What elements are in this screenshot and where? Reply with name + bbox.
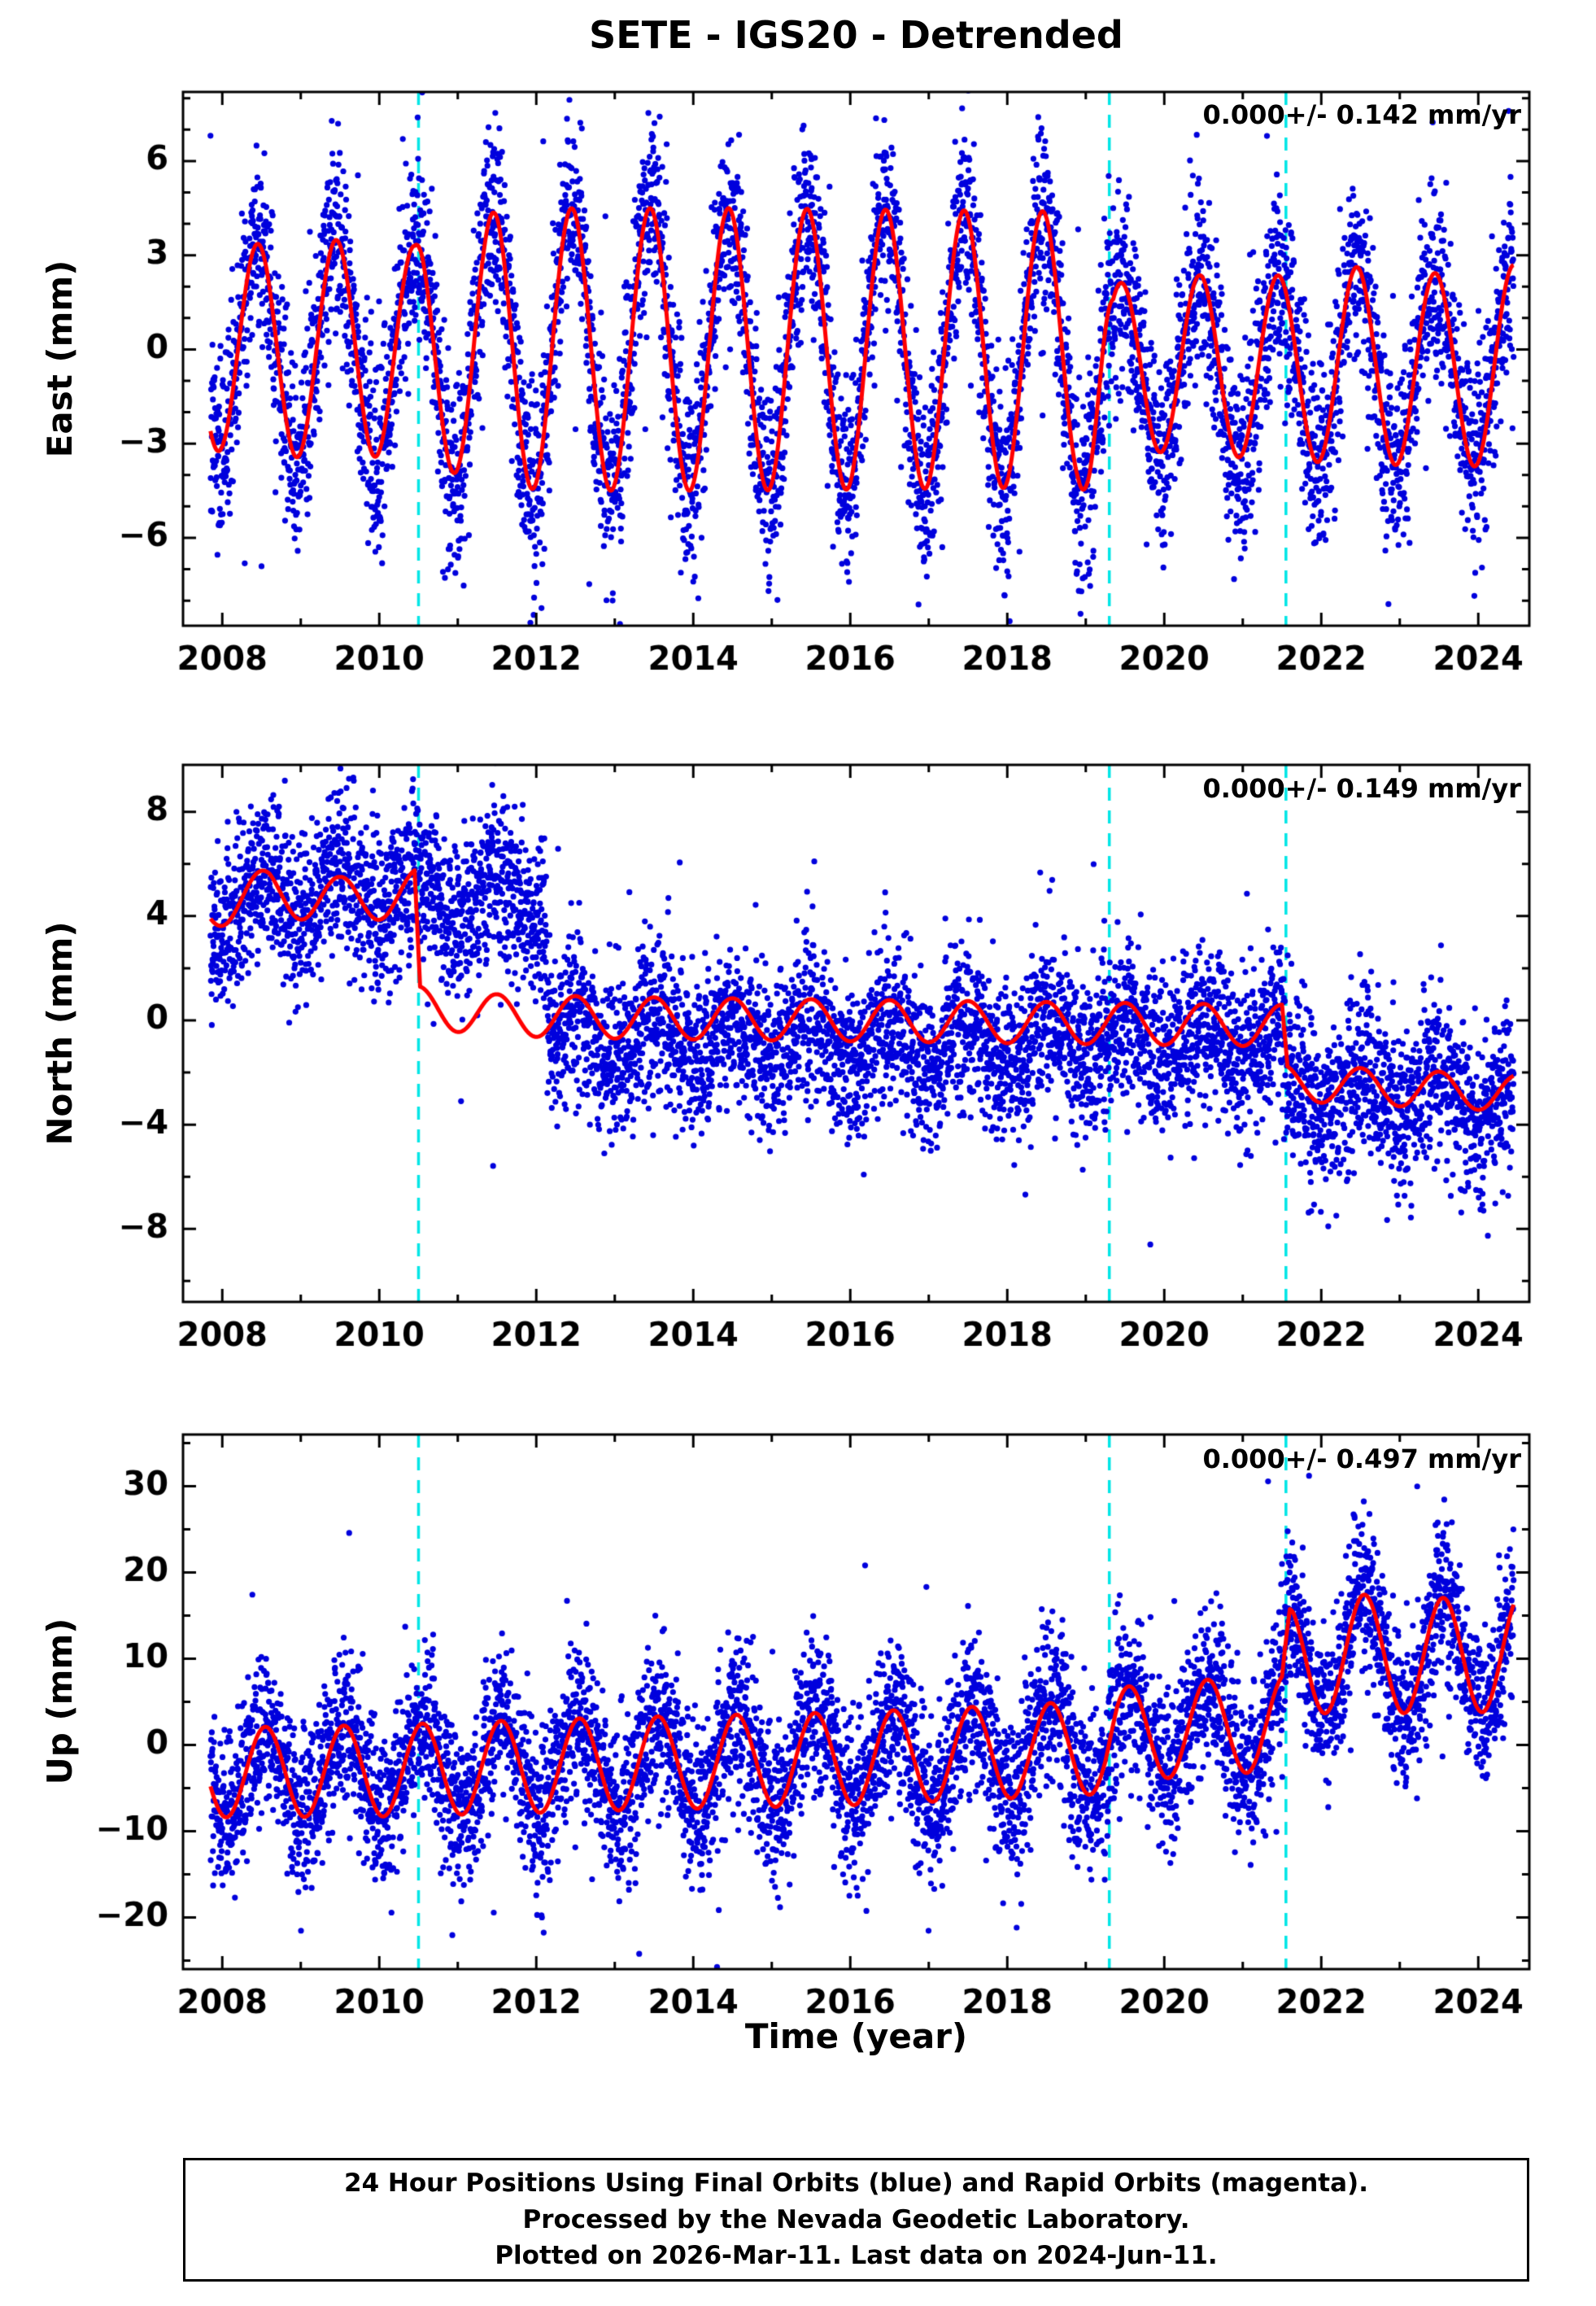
y-axis-label-up: Up (mm)	[40, 1618, 80, 1785]
chart-title: SETE - IGS20 - Detrended	[589, 13, 1123, 57]
footer-line-1: 24 Hour Positions Using Final Orbits (bl…	[344, 2168, 1368, 2198]
footer-line-3: Plotted on 2026-Mar-11. Last data on 202…	[495, 2241, 1218, 2271]
x-axis-label: Time (year)	[744, 2016, 968, 2056]
north-rate-annotation: 0.000+/- 0.149 mm/yr	[1202, 773, 1521, 804]
up-rate-annotation: 0.000+/- 0.497 mm/yr	[1202, 1443, 1521, 1474]
y-axis-label-east: East (mm)	[40, 260, 80, 458]
y-axis-label-north: North (mm)	[40, 921, 80, 1146]
footer-line-2: Processed by the Nevada Geodetic Laborat…	[522, 2204, 1190, 2234]
footer-box: 24 Hour Positions Using Final Orbits (bl…	[183, 2158, 1529, 2282]
east-rate-annotation: 0.000+/- 0.142 mm/yr	[1202, 99, 1521, 130]
